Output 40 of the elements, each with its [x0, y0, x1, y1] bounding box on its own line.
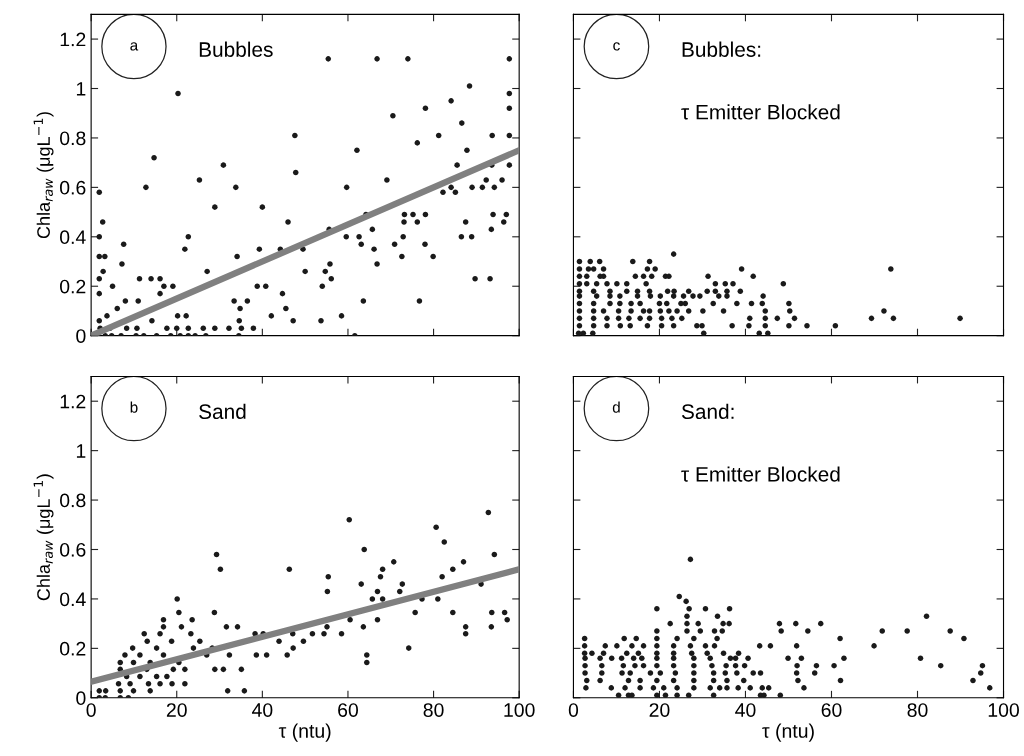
y-tick-label: 1.2	[60, 32, 86, 47]
annotation: Bubbles	[199, 41, 273, 57]
y-tick-label: 0.4	[60, 230, 86, 245]
y-tick-label: 0.6	[60, 542, 86, 557]
x-tick-label: 80	[423, 703, 444, 717]
y-tick-label: 0.8	[60, 131, 86, 146]
y-tick-label: 1.2	[60, 394, 86, 409]
x-tick-label: 80	[907, 703, 928, 717]
annotation: τ Emitter Blocked	[681, 104, 840, 120]
x-tick-label: 60	[821, 703, 842, 717]
y-tick-label: 0.6	[60, 180, 86, 195]
annotation: Bubbles:	[682, 41, 761, 57]
annotation: b	[130, 401, 138, 413]
x-tick-label: 0	[86, 703, 96, 717]
y-tick-label: 0.8	[60, 493, 86, 508]
annotation: d	[612, 401, 620, 413]
y-axis-title: Chla$_{raw}$ (μgL$^{−1}$)	[33, 112, 54, 239]
y-axis-title: Chla$_{raw}$ (μgL$^{−1}$)	[33, 474, 54, 601]
x-axis-title: τ (ntu)	[762, 723, 814, 742]
x-tick-label: 40	[735, 703, 756, 717]
y-tick-label: 0	[76, 691, 86, 706]
x-tick-label: 0	[568, 703, 579, 717]
x-tick-label: 100	[988, 703, 1019, 717]
annotation: Sand:	[681, 403, 734, 420]
x-tick-label: 100	[504, 703, 535, 717]
y-tick-label: 0.2	[60, 641, 86, 656]
x-tick-label: 20	[649, 703, 670, 717]
y-tick-label: 1	[76, 82, 86, 96]
annotation: Sand	[199, 403, 246, 420]
x-tick-label: 20	[166, 703, 187, 717]
annotation: c	[613, 42, 620, 51]
x-tick-label: 60	[338, 703, 359, 717]
x-tick-label: 40	[251, 703, 273, 717]
annotation: a	[130, 42, 139, 51]
y-tick-label: 1	[76, 444, 86, 458]
y-tick-label: 0.4	[60, 592, 86, 607]
y-tick-label: 0.2	[60, 279, 86, 294]
annotation: τ Emitter Blocked	[681, 466, 840, 482]
x-axis-title: τ (ntu)	[278, 723, 331, 742]
y-tick-label: 0	[76, 329, 86, 343]
